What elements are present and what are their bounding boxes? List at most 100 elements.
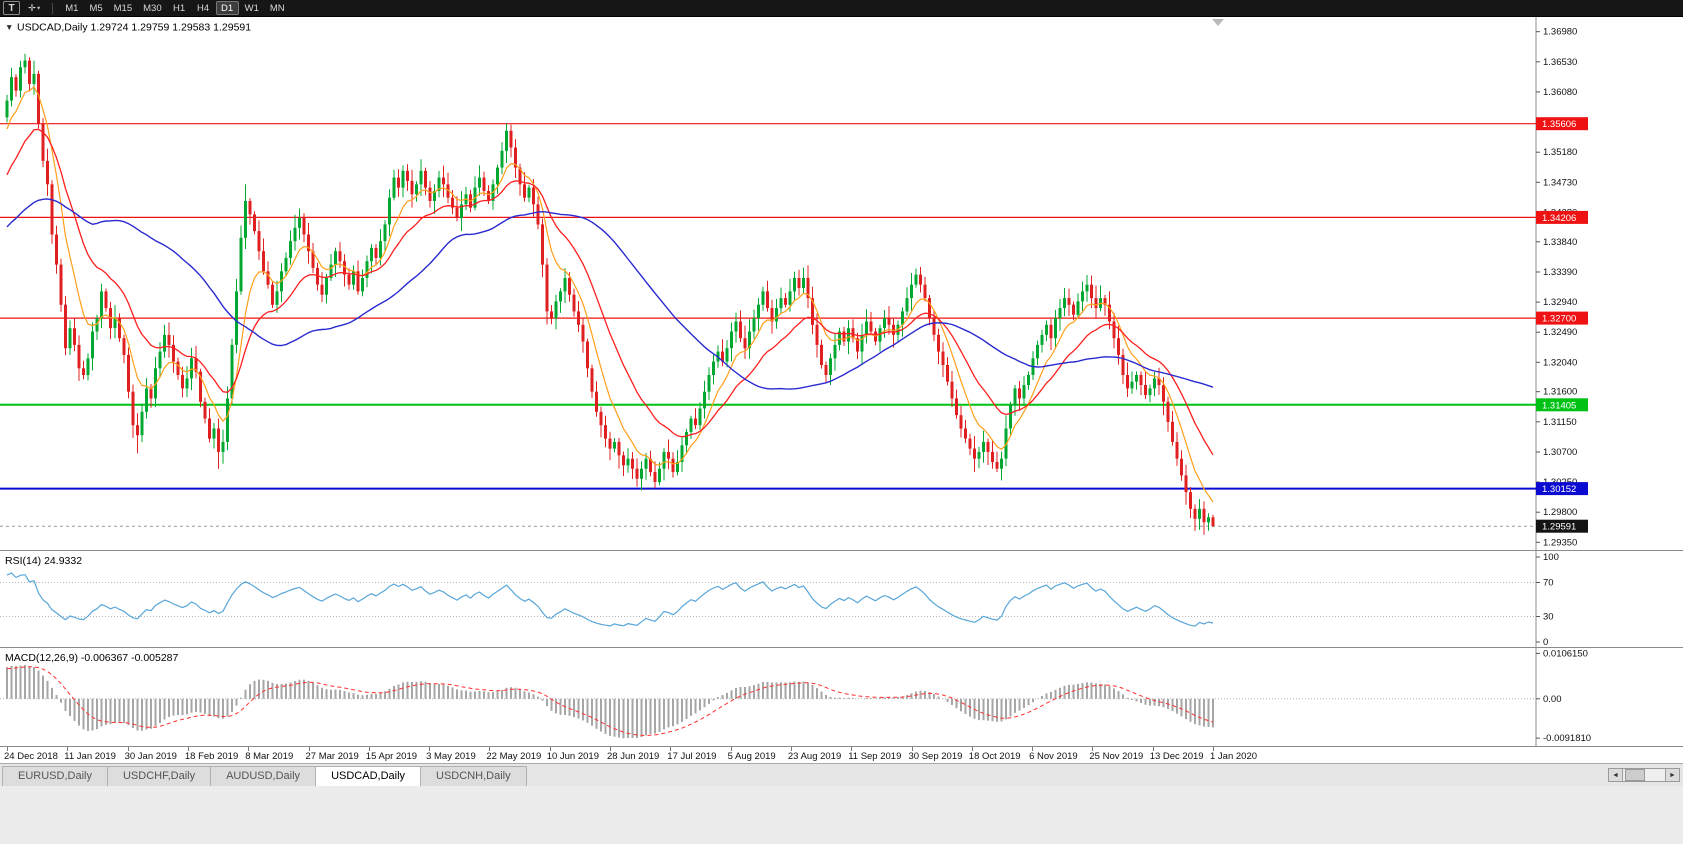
date-label: 22 May 2019 — [486, 751, 542, 762]
svg-text:1.36980: 1.36980 — [1543, 27, 1577, 38]
svg-text:1.30700: 1.30700 — [1543, 447, 1577, 458]
rsi-line — [6, 572, 1214, 627]
svg-text:1.30152: 1.30152 — [1542, 484, 1576, 495]
date-label: 30 Sep 2019 — [908, 751, 963, 762]
svg-text:30: 30 — [1543, 612, 1554, 623]
main-price-chart[interactable]: 1.369801.365301.360801.356301.351801.347… — [0, 17, 1683, 551]
chart-tabs: EURUSD,Daily USDCHF,Daily AUDUSD,Daily USDC… — [2, 766, 527, 786]
date-label: 23 Aug 2019 — [787, 751, 842, 762]
scroll-right-button[interactable]: ► — [1665, 768, 1680, 782]
macd-label: MACD(12,26,9) -0.006367 -0.005287 — [5, 652, 179, 664]
date-label: 10 Jun 2019 — [546, 751, 599, 762]
date-label: 8 Mar 2019 — [245, 751, 294, 762]
date-label: 28 Jun 2019 — [607, 751, 660, 762]
chart-tab-usdcnh[interactable]: USDCNH,Daily — [420, 766, 527, 786]
rsi-label: RSI(14) 24.9332 — [5, 555, 82, 567]
date-label: 17 Jul 2019 — [667, 751, 717, 762]
svg-text:1.34730: 1.34730 — [1543, 177, 1577, 188]
price-badge: 1.32700 — [1536, 311, 1588, 325]
text-tool-button[interactable]: T — [3, 1, 20, 15]
macd-histogram — [6, 665, 1214, 739]
svg-text:0: 0 — [1543, 637, 1548, 648]
chart-tabbar: EURUSD,Daily USDCHF,Daily AUDUSD,Daily USDC… — [0, 763, 1683, 786]
svg-text:1.34206: 1.34206 — [1542, 213, 1576, 224]
svg-text:70: 70 — [1543, 578, 1554, 589]
svg-text:1.31150: 1.31150 — [1543, 417, 1577, 428]
svg-text:1.35606: 1.35606 — [1542, 119, 1576, 130]
chart-tab-eurusd[interactable]: EURUSD,Daily — [2, 766, 108, 786]
svg-text:1.29350: 1.29350 — [1543, 537, 1577, 548]
svg-text:1.33840: 1.33840 — [1543, 237, 1577, 248]
collapse-icon: ▼ — [5, 22, 13, 32]
top-toolbar: T ✛ ▾ M1 M5 M15 M30 H1 H4 D1 W1 MN — [0, 0, 1683, 17]
date-label: 24 Dec 2018 — [4, 751, 58, 762]
svg-text:1.32040: 1.32040 — [1543, 357, 1577, 368]
svg-text:1.32700: 1.32700 — [1542, 314, 1576, 325]
price-badge: 1.30152 — [1536, 482, 1588, 496]
chart-tab-usdchf[interactable]: USDCHF,Daily — [106, 766, 212, 786]
date-label: 1 Jan 2020 — [1210, 751, 1258, 762]
timeframe-mn-button[interactable]: MN — [265, 1, 290, 15]
date-label: 25 Nov 2019 — [1089, 751, 1144, 762]
svg-text:1.31600: 1.31600 — [1543, 387, 1577, 398]
macd-panel[interactable]: 0.0106150 0.00 -0.0091810 MACD(12,26,9) -0.… — [0, 648, 1683, 746]
timeframe-m15-button[interactable]: M15 — [109, 1, 137, 15]
candlesticks — [5, 53, 1215, 535]
svg-text:-0.0091810: -0.0091810 — [1543, 733, 1591, 744]
svg-text:1.31405: 1.31405 — [1542, 400, 1576, 411]
svg-text:1.33390: 1.33390 — [1543, 267, 1577, 278]
crosshair-icon: ✛ — [28, 2, 36, 14]
timeframe-m5-button[interactable]: M5 — [84, 1, 107, 15]
date-label: 27 Mar 2019 — [305, 751, 359, 762]
date-label: 18 Feb 2019 — [184, 751, 239, 762]
chart-window: 1.369801.365301.360801.356301.351801.347… — [0, 17, 1683, 763]
timeframe-m1-button[interactable]: M1 — [60, 1, 83, 15]
status-area — [0, 786, 1683, 844]
price-badge: 1.29591 — [1536, 519, 1588, 533]
crosshair-tool-button[interactable]: ✛ ▾ — [23, 1, 45, 15]
rsi-panel[interactable]: 100 70 30 0 RSI(14) 24.9332 — [0, 551, 1683, 648]
svg-text:1.36530: 1.36530 — [1543, 57, 1577, 68]
date-label: 5 Aug 2019 — [727, 751, 776, 762]
tab-scrollbar: ◄ ► — [1608, 768, 1680, 782]
price-badge: 1.35606 — [1536, 117, 1588, 131]
timeframe-m30-button[interactable]: M30 — [138, 1, 166, 15]
date-axis[interactable]: 24 Dec 2018 11 Jan 2019 30 Jan 2019 18 Feb … — [0, 746, 1683, 763]
scroll-track[interactable] — [1623, 768, 1665, 782]
date-label: 13 Dec 2019 — [1149, 751, 1204, 762]
svg-text:1.32490: 1.32490 — [1543, 327, 1577, 338]
svg-text:1.35180: 1.35180 — [1543, 147, 1577, 158]
price-badge: 1.31405 — [1536, 398, 1588, 412]
date-label: 11 Sep 2019 — [848, 751, 902, 762]
svg-text:100: 100 — [1543, 552, 1559, 563]
timeframe-h4-button[interactable]: H4 — [192, 1, 215, 15]
ma-sma-50 — [6, 198, 1214, 390]
timeframe-d1-button[interactable]: D1 — [215, 1, 239, 15]
symbol-ohlc-label: USDCAD,Daily 1.29724 1.29759 1.29583 1.2… — [17, 22, 251, 34]
timeframe-group: M1 M5 M15 M30 H1 H4 D1 W1 MN — [60, 1, 289, 15]
scroll-thumb[interactable] — [1625, 769, 1645, 781]
svg-text:0.00: 0.00 — [1543, 694, 1562, 705]
timeframe-h1-button[interactable]: H1 — [168, 1, 191, 15]
toolbar-separator — [52, 2, 54, 14]
price-badge: 1.34206 — [1536, 210, 1588, 224]
date-label: 3 May 2019 — [426, 751, 476, 762]
macd-signal-line — [6, 666, 1214, 736]
scroll-left-button[interactable]: ◄ — [1608, 768, 1623, 782]
svg-text:0.0106150: 0.0106150 — [1543, 648, 1588, 659]
chevron-down-icon: ▾ — [36, 5, 41, 12]
chart-shift-marker — [1212, 19, 1224, 26]
timeframe-w1-button[interactable]: W1 — [240, 1, 264, 15]
date-label: 18 Oct 2019 — [968, 751, 1021, 762]
svg-text:1.32940: 1.32940 — [1543, 297, 1577, 308]
ma-ema-20 — [6, 128, 1214, 456]
svg-text:1.29591: 1.29591 — [1542, 522, 1576, 533]
date-label: 11 Jan 2019 — [64, 751, 116, 762]
ma-ema-8 — [6, 86, 1214, 503]
svg-text:1.36080: 1.36080 — [1543, 87, 1577, 98]
date-label: 30 Jan 2019 — [124, 751, 177, 762]
date-label: 15 Apr 2019 — [365, 751, 418, 762]
chart-tab-audusd[interactable]: AUDUSD,Daily — [210, 766, 317, 786]
chart-tab-usdcad[interactable]: USDCAD,Daily — [315, 766, 422, 786]
